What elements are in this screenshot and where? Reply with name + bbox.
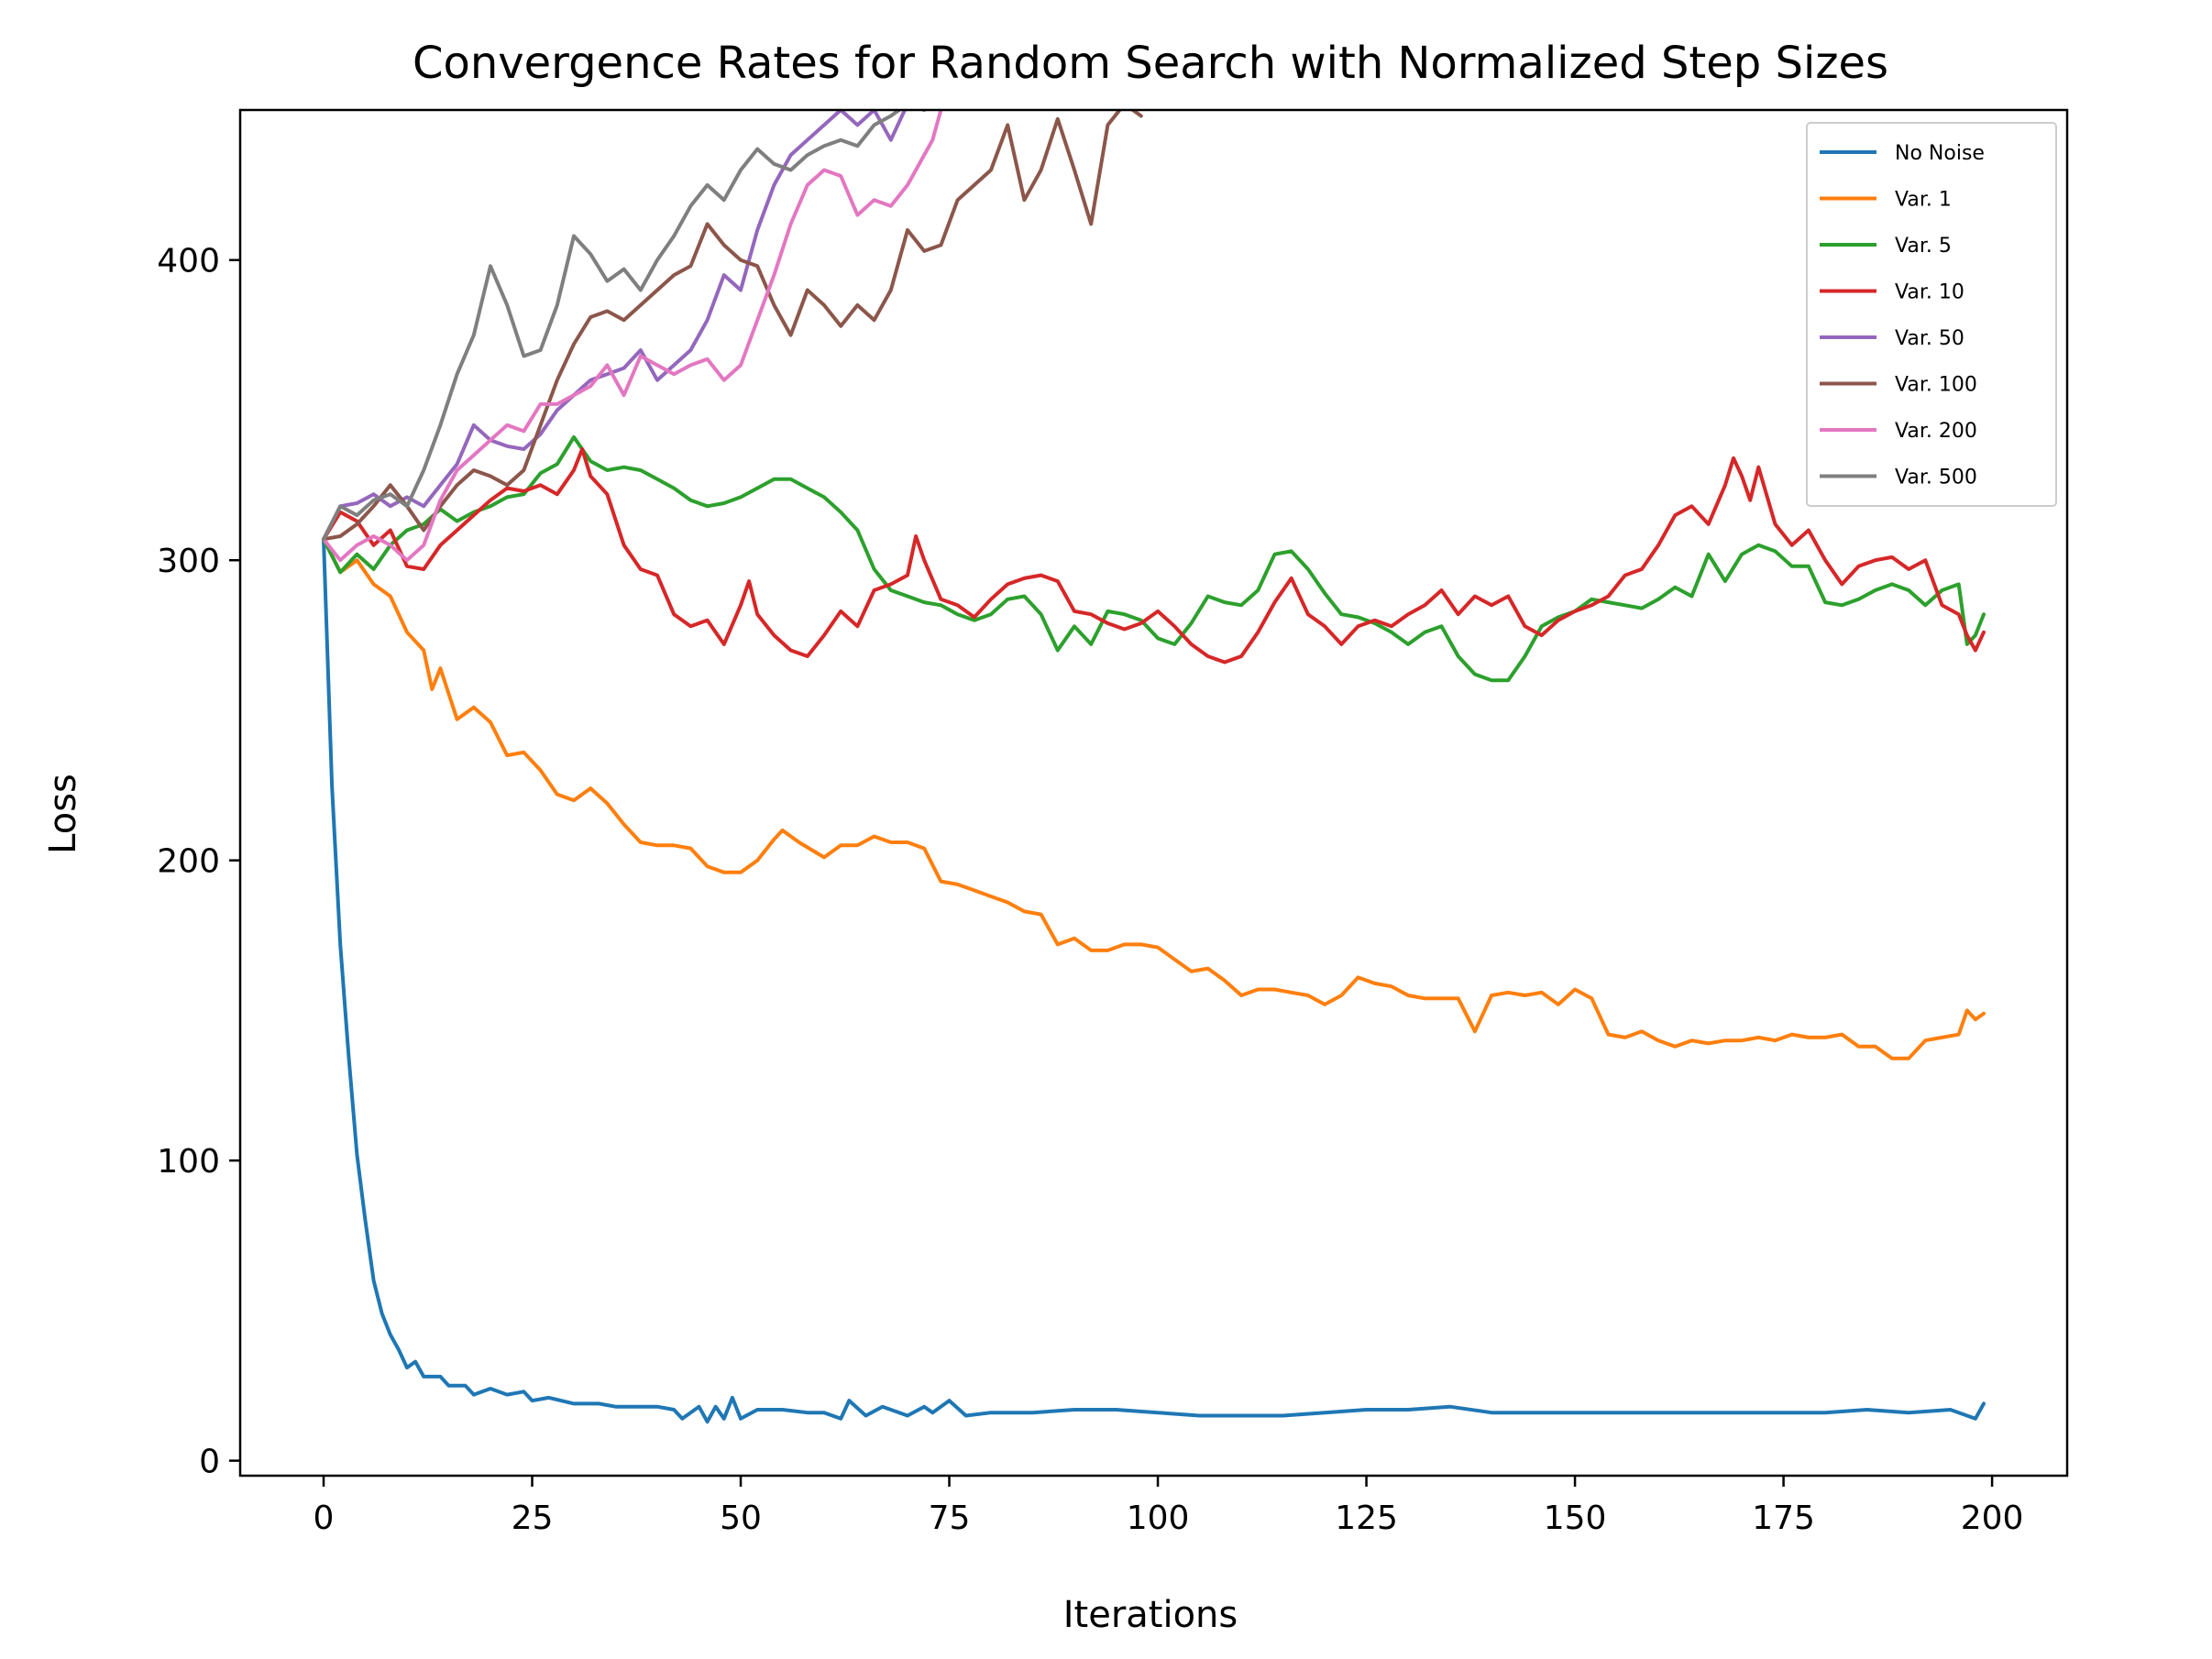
legend-label: Var. 50: [1895, 327, 1964, 350]
x-tick-label: 50: [720, 1500, 762, 1537]
legend-label: Var. 200: [1895, 420, 1977, 443]
y-tick-label: 100: [157, 1143, 220, 1181]
legend-label: Var. 1: [1895, 189, 1952, 212]
x-axis: 0 25 50 75 100 125 150 175 200: [314, 1476, 2024, 1537]
y-axis: 0 100 200 300 400: [157, 243, 240, 1481]
series-line-2: [322, 434, 1986, 683]
y-axis-label: Loss: [42, 774, 84, 854]
series-line-6: [322, 110, 943, 563]
y-tick-label: 0: [199, 1444, 220, 1481]
x-tick-label: 25: [512, 1500, 554, 1537]
series-line-3: [322, 447, 1986, 665]
x-tick-label: 0: [314, 1500, 335, 1537]
x-axis-label: Iterations: [1063, 1594, 1238, 1636]
legend-label: Var. 500: [1895, 467, 1977, 489]
legend-label: Var. 5: [1895, 235, 1952, 258]
x-tick-label: 200: [1961, 1500, 2024, 1537]
series-line-1: [322, 537, 1986, 1060]
x-tick-label: 125: [1335, 1500, 1398, 1537]
series-layer: [322, 110, 1986, 1424]
legend-label: Var. 10: [1895, 281, 1964, 304]
plot-frame: [238, 108, 2069, 1478]
legend-label: Var. 100: [1895, 374, 1977, 397]
x-tick-label: 150: [1544, 1500, 1607, 1537]
series-line-5: [322, 110, 1143, 542]
legend-label: No Noise: [1895, 142, 1985, 165]
y-tick-label: 200: [157, 843, 220, 881]
chart-title: Convergence Rates for Random Search with…: [413, 38, 1888, 89]
y-tick-label: 300: [157, 543, 220, 580]
series-line-4: [322, 110, 908, 542]
x-tick-label: 75: [929, 1500, 971, 1537]
legend: No Noise Var. 1 Var. 5 Var. 10 Var. 50 Var. 1…: [1806, 122, 2057, 507]
y-tick-label: 400: [157, 243, 220, 280]
series-line-0: [322, 537, 1986, 1424]
x-tick-label: 100: [1127, 1500, 1190, 1537]
x-tick-label: 175: [1752, 1500, 1815, 1537]
series-line-7: [322, 110, 928, 542]
legend-box: [1806, 122, 2057, 507]
